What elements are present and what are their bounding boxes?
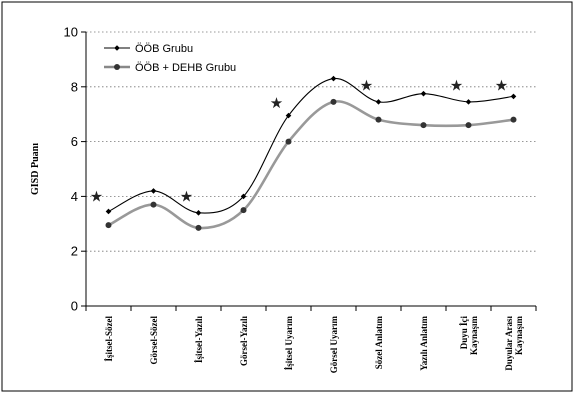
data-point <box>465 122 472 129</box>
significance-star: ★ <box>90 188 103 205</box>
x-tick-label: İşitsel Uyarım <box>284 316 294 371</box>
legend-entry: ÖÖB Grubu <box>135 43 193 55</box>
series <box>105 75 517 231</box>
data-point <box>240 207 247 214</box>
data-point <box>375 99 382 105</box>
data-point <box>195 224 202 231</box>
y-tick-label: 6 <box>71 134 78 149</box>
y-tick-labels: 0 2 4 6 8 10 <box>64 25 78 314</box>
x-tick-label-line: Görsel-Yazılı <box>239 316 249 366</box>
x-tick-label-line: Duyu İçi <box>459 316 469 350</box>
x-tick-label-line: İşitsel Uyarım <box>284 316 294 371</box>
data-point <box>150 201 157 208</box>
significance-star: ★ <box>450 77 463 94</box>
x-tick-label-line: İşitsel-Yazılı <box>194 316 204 363</box>
x-tick-label: Yazılı Anlatım <box>419 316 429 371</box>
legend-entry: ÖÖB + DEHB Grubu <box>135 62 236 74</box>
data-point <box>420 90 427 97</box>
x-tick-label-line: Sözel Anlatım <box>374 315 384 369</box>
x-tick-label-line: Yazılı Anlatım <box>419 316 429 371</box>
x-tick-label: Duyu İçiKaynaşım <box>459 316 479 356</box>
data-point <box>150 188 157 194</box>
y-tick-label: 2 <box>71 244 78 259</box>
significance-star: ★ <box>180 188 193 205</box>
data-point <box>285 112 292 119</box>
x-tick-label-line: İşitsel-Sözel <box>104 316 114 362</box>
x-tick-label: Görsel-Sözel <box>149 316 159 365</box>
data-point <box>195 210 202 216</box>
y-tick-label: 0 <box>71 299 78 314</box>
axes <box>81 31 537 311</box>
data-point <box>375 116 382 123</box>
data-point <box>465 99 472 105</box>
data-point <box>240 193 247 200</box>
x-tick-label: Duyular ArasıKaynaşım <box>504 316 524 371</box>
data-point <box>114 64 120 70</box>
x-tick-label: Sözel Anlatım <box>374 315 384 369</box>
significance-star: ★ <box>495 77 508 94</box>
data-point <box>105 222 112 229</box>
y-tick-label: 4 <box>71 189 78 204</box>
data-point <box>420 122 427 129</box>
x-tick-label-line: Görsel Uyarım <box>329 315 339 373</box>
data-point <box>510 116 517 123</box>
x-tick-label: İşitsel-Sözel <box>104 316 114 362</box>
data-point <box>105 208 112 215</box>
y-axis-label: GISD Puanı <box>30 143 41 195</box>
data-point <box>330 75 337 82</box>
data-point <box>330 98 337 105</box>
x-tick-label-line: Kaynaşım <box>469 316 479 356</box>
data-point <box>285 138 292 145</box>
y-tick-label: 8 <box>71 79 78 94</box>
series-line <box>108 78 514 214</box>
data-point <box>114 45 120 51</box>
x-tick-label: Görsel Uyarım <box>329 315 339 373</box>
grid-lines <box>86 31 536 252</box>
series-line <box>107 100 514 230</box>
x-tick-labels: İşitsel-Sözel Görsel-Sözel İşitsel-Yazılı G… <box>104 315 524 373</box>
legend: ÖÖB Grubu ÖÖB + DEHB Grubu <box>104 43 236 74</box>
x-tick-label-line: Duyular Arası <box>504 316 514 371</box>
significance-star: ★ <box>360 77 373 94</box>
data-point <box>510 93 517 100</box>
x-tick-label-line: Görsel-Sözel <box>149 316 159 365</box>
x-tick-label-line: Kaynaşım <box>514 316 524 356</box>
x-tick-label: İşitsel-Yazılı <box>194 316 204 363</box>
significance-star: ★ <box>270 95 283 112</box>
x-tick-label: Görsel-Yazılı <box>239 316 249 366</box>
y-tick-label: 10 <box>64 25 78 40</box>
significance-markers: ★ ★ ★ ★ ★ ★ <box>90 77 508 205</box>
